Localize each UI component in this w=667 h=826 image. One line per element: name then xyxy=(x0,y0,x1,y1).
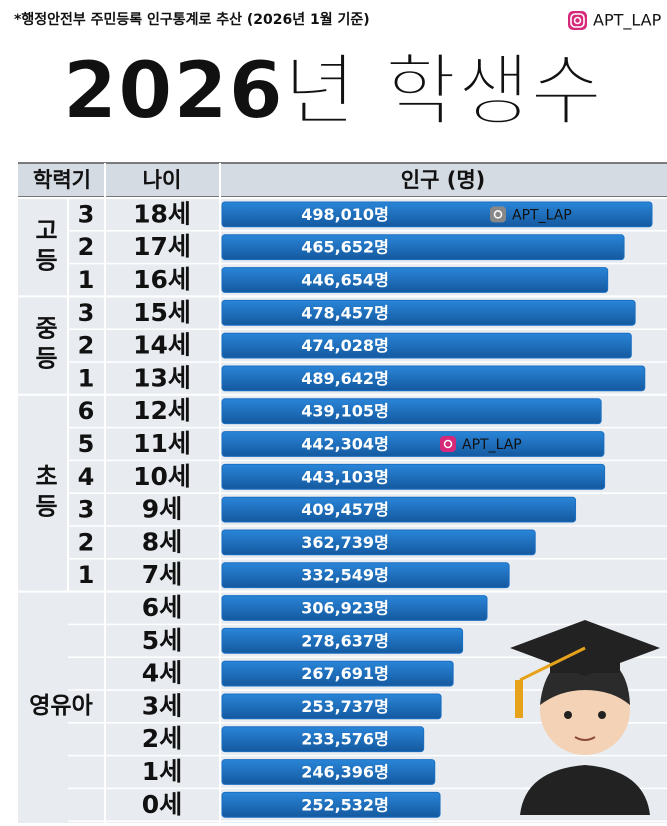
group-label: 중등 xyxy=(30,316,58,376)
instagram-badge: APT_LAP xyxy=(568,11,662,31)
age-label: 10세 xyxy=(133,462,191,491)
value-label: 253,737명 xyxy=(301,697,389,716)
bar xyxy=(221,267,609,293)
instagram-icon-lens xyxy=(493,210,503,219)
bar xyxy=(221,463,606,490)
bar xyxy=(221,562,510,589)
age-label: 5세 xyxy=(142,626,182,655)
value-label: 474,028명 xyxy=(301,336,389,355)
age-label: 15세 xyxy=(133,298,191,327)
bar xyxy=(221,660,454,687)
group-label: 초등 xyxy=(30,463,58,523)
watermark: APT_LAP xyxy=(462,437,522,453)
grade-label: 3 xyxy=(78,299,95,327)
eye xyxy=(598,711,606,719)
cap-band xyxy=(550,655,620,673)
age-label: 4세 xyxy=(142,659,182,688)
bar xyxy=(221,201,653,228)
value-label: 478,457명 xyxy=(301,303,389,322)
age-label: 6세 xyxy=(142,593,182,622)
bar xyxy=(221,595,488,621)
instagram-icon xyxy=(490,206,506,223)
watermark-badge: APT_LAP xyxy=(490,206,572,223)
bar xyxy=(221,496,577,523)
graduate-illustration xyxy=(510,620,660,815)
bar xyxy=(221,726,425,753)
bar xyxy=(221,299,636,326)
age-label: 8세 xyxy=(142,527,182,556)
bar xyxy=(221,759,436,785)
age-label: 1세 xyxy=(142,757,182,786)
bar xyxy=(221,791,441,818)
column-header: 나이 xyxy=(143,168,182,192)
value-label: 439,105명 xyxy=(301,402,389,421)
group-label: 영유아 xyxy=(29,693,92,719)
grade-label: 2 xyxy=(78,332,95,360)
instagram-icon-lens xyxy=(443,439,453,449)
value-label: 267,691명 xyxy=(301,664,389,683)
bar xyxy=(221,234,625,261)
age-label: 17세 xyxy=(133,232,191,261)
grade-label: 3 xyxy=(78,200,95,228)
bar xyxy=(221,431,605,457)
age-label: 18세 xyxy=(133,199,191,228)
bar xyxy=(221,365,646,392)
watermark-badge: APT_LAP xyxy=(440,436,522,453)
eye xyxy=(564,711,572,719)
grade-label: 1 xyxy=(78,561,95,589)
value-label: 442,304명 xyxy=(301,435,389,454)
gown xyxy=(520,765,650,815)
bar xyxy=(221,332,632,359)
value-label: 246,396명 xyxy=(301,763,389,782)
value-label: 498,010명 xyxy=(301,205,389,224)
grade-label: 1 xyxy=(78,266,95,294)
watermark: APT_LAP xyxy=(593,11,662,31)
grade-label: 6 xyxy=(78,397,95,425)
value-label: 332,549명 xyxy=(301,566,389,585)
value-label: 362,739명 xyxy=(301,533,389,552)
age-label: 14세 xyxy=(133,331,191,360)
age-label: 9세 xyxy=(142,495,182,524)
bar xyxy=(221,627,464,654)
column-header: 인구 (명) xyxy=(401,168,485,192)
mouth xyxy=(574,736,596,741)
grade-label: 5 xyxy=(78,430,95,458)
bar xyxy=(221,529,536,556)
age-label: 16세 xyxy=(133,265,191,294)
grade-label: 2 xyxy=(78,233,95,261)
source-note: *행정안전부 주민등록 인구통계로 추산 (2026년 1월 기준) xyxy=(14,11,370,28)
value-label: 465,652명 xyxy=(301,238,389,257)
age-label: 0세 xyxy=(142,790,182,819)
bar xyxy=(221,693,442,720)
value-label: 446,654명 xyxy=(301,271,389,290)
bar xyxy=(221,398,602,425)
age-label: 2세 xyxy=(142,724,182,753)
tassel-end xyxy=(515,680,523,718)
age-label: 3세 xyxy=(142,691,182,720)
age-label: 11세 xyxy=(133,429,191,458)
age-label: 13세 xyxy=(133,363,191,392)
value-label: 233,576명 xyxy=(301,730,389,749)
grade-label: 1 xyxy=(78,364,95,392)
value-label: 489,642명 xyxy=(301,369,389,388)
age-label: 12세 xyxy=(133,396,191,425)
header-background xyxy=(18,163,667,197)
instagram-icon xyxy=(440,436,456,452)
column-header: 학력기 xyxy=(33,168,91,192)
watermark: APT_LAP xyxy=(512,207,572,223)
group-label: 고등 xyxy=(30,217,58,277)
grade-label: 2 xyxy=(78,528,95,556)
grade-label: 4 xyxy=(78,463,95,491)
age-label: 7세 xyxy=(142,560,182,589)
chart-title: 2026년 학생수 xyxy=(63,46,603,136)
grade-label: 3 xyxy=(78,496,95,524)
value-label: 306,923명 xyxy=(301,599,389,618)
value-label: 252,532명 xyxy=(301,795,389,814)
tassel xyxy=(519,646,586,682)
value-label: 409,457명 xyxy=(301,500,389,519)
value-label: 443,103명 xyxy=(301,467,389,486)
value-label: 278,637명 xyxy=(301,631,389,650)
